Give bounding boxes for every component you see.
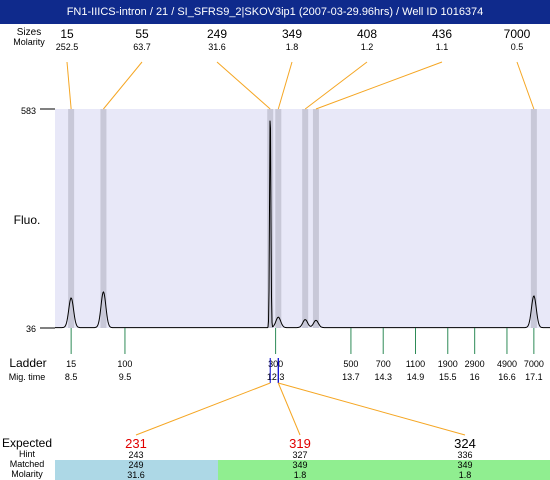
matched-cell [384, 460, 550, 480]
ladder-time: 12.3 [267, 372, 285, 382]
peak-molarity-label: 31.6 [208, 42, 226, 52]
ladder-time: 8.5 [65, 372, 78, 382]
peak-band [267, 109, 274, 328]
molarity-value: 1.8 [294, 470, 307, 480]
fluo-label: Fluo. [14, 213, 41, 227]
matched-value: 349 [292, 460, 307, 470]
expected-connector [278, 382, 466, 436]
peak-molarity-label: 63.7 [133, 42, 151, 52]
mig-time-label: Mig. time [9, 372, 46, 382]
expected-connector [135, 382, 271, 436]
peak-size-label: 15 [60, 27, 74, 41]
molarity-value: 1.8 [459, 470, 472, 480]
peak-size-label: 55 [135, 27, 149, 41]
ladder-size: 7000 [524, 359, 544, 369]
matched-cell [55, 460, 218, 480]
ladder-size: 4900 [497, 359, 517, 369]
ladder-size: 1100 [406, 359, 425, 369]
peak-size-label: 249 [207, 27, 227, 41]
sizes-label: Sizes [17, 27, 41, 38]
peak-molarity-label: 1.8 [286, 42, 299, 52]
molarity-bottom-label: Molarity [11, 469, 43, 479]
ladder-size: 100 [117, 359, 132, 369]
peak-band [275, 109, 282, 328]
peak-molarity-label: 252.5 [56, 42, 79, 52]
peak-connector [216, 61, 271, 110]
molarity-label: Molarity [13, 37, 45, 47]
hint-value: 336 [457, 450, 472, 460]
peak-molarity-label: 1.1 [436, 42, 449, 52]
ladder-size: 500 [343, 359, 358, 369]
ladder-size: 2900 [465, 359, 485, 369]
ladder-label: Ladder [9, 356, 46, 370]
fluorescence-trace [55, 120, 550, 329]
expected-label: Expected [2, 436, 52, 450]
matched-value: 249 [128, 460, 143, 470]
hint-label: Hint [19, 449, 36, 459]
peak-band [302, 109, 309, 328]
matched-cell [218, 460, 384, 480]
peak-molarity-label: 1.2 [361, 42, 374, 52]
molarity-value: 31.6 [127, 470, 145, 480]
peak-connector [277, 61, 293, 110]
ladder-time: 14.9 [407, 372, 425, 382]
peak-band [68, 109, 75, 328]
peak-band [312, 109, 319, 328]
ladder-time: 15.5 [439, 372, 457, 382]
ladder-size: 700 [376, 359, 391, 369]
matched-value: 349 [457, 460, 472, 470]
peak-molarity-label: 0.5 [511, 42, 524, 52]
ladder-size: 300 [268, 359, 283, 369]
hint-value: 327 [292, 450, 307, 460]
window-title: FN1-IIICS-intron / 21 / SI_SFRS9_2|SKOV3… [0, 0, 550, 24]
expected-connector [277, 382, 301, 436]
peak-connector [103, 61, 143, 110]
peak-connector [516, 61, 535, 110]
expected-size: 324 [454, 436, 476, 451]
expected-size: 319 [289, 436, 311, 451]
ladder-time: 13.7 [342, 372, 360, 382]
ladder-size: 1900 [438, 359, 458, 369]
peak-size-label: 349 [282, 27, 302, 41]
ladder-time: 16.6 [498, 372, 516, 382]
ladder-time: 14.3 [374, 372, 392, 382]
peak-size-label: 408 [357, 27, 377, 41]
peak-size-label: 7000 [504, 27, 531, 41]
peak-size-label: 436 [432, 27, 452, 41]
matched-label: Matched [10, 459, 45, 469]
peak-connector [315, 61, 443, 110]
y-max-label: 583 [21, 106, 36, 116]
ladder-size: 15 [66, 359, 76, 369]
ladder-time: 16 [470, 372, 480, 382]
peak-connector [66, 61, 72, 110]
peak-connector [304, 61, 368, 110]
y-min-label: 36 [26, 324, 36, 334]
hint-value: 243 [128, 450, 143, 460]
ladder-time: 9.5 [119, 372, 132, 382]
peak-band [530, 109, 537, 328]
peak-band [100, 109, 107, 328]
ladder-time: 17.1 [525, 372, 543, 382]
expected-size: 231 [125, 436, 147, 451]
